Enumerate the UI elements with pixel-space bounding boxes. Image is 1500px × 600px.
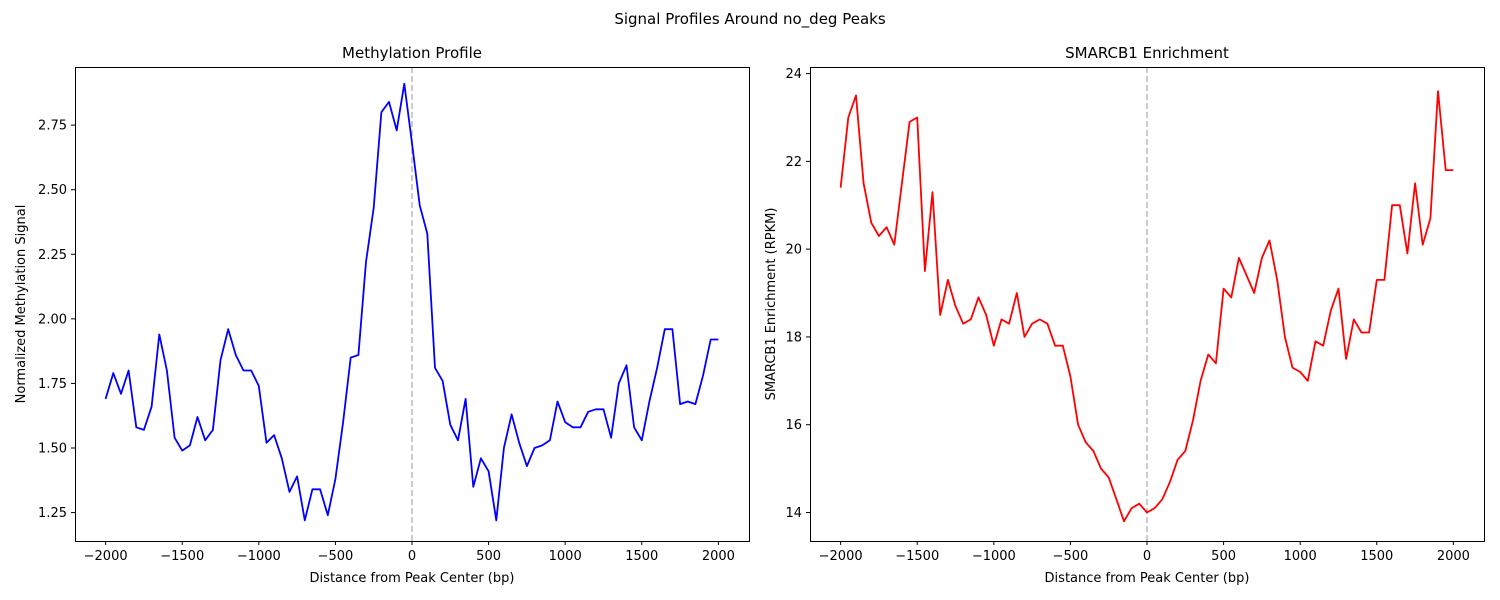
- smarcb1-series-line: [839, 90, 1454, 523]
- methylation-plot: [104, 67, 719, 541]
- methylation-axes-frame: [75, 67, 750, 542]
- smarcb1-ytick-label: 16: [785, 418, 802, 433]
- smarcb1-xtick-label: 1500: [1360, 549, 1393, 564]
- methylation-ytick-label: 2.75: [38, 119, 67, 134]
- smarcb1-xtick-label: −1000: [972, 549, 1016, 564]
- smarcb1-ticks: −2000 −1500 −1000 −500 0 500 1000 1500 2000 14 16 1…: [785, 67, 1469, 564]
- smarcb1-xtick-label: −2000: [819, 549, 863, 564]
- smarcb1-plot: [839, 67, 1454, 541]
- methylation-ylabel: Normalized Methylation Signal: [14, 205, 29, 404]
- methylation-ytick-label: 2.25: [38, 248, 67, 263]
- methylation-ytick-label: 1.50: [38, 442, 67, 457]
- methylation-xtick-label: 2000: [702, 549, 735, 564]
- smarcb1-panel: SMARCB1 Enrichment Distance from Peak Ce…: [764, 44, 1485, 586]
- methylation-ytick-label: 2.50: [38, 183, 67, 198]
- figure-suptitle: Signal Profiles Around no_deg Peaks: [614, 10, 885, 29]
- methylation-xtick-label: −2000: [84, 549, 128, 564]
- methylation-ytick-label: 2.00: [38, 312, 67, 327]
- methylation-ticks: −2000 −1500 −1000 −500 0 500 1000 1500 2000 1.25 1…: [38, 119, 735, 564]
- methylation-ytick-label: 1.25: [38, 506, 67, 521]
- smarcb1-ytick-label: 22: [785, 155, 802, 170]
- methylation-xtick-label: 1000: [549, 549, 582, 564]
- smarcb1-xtick-label: −1500: [895, 549, 939, 564]
- smarcb1-xtick-label: 1000: [1284, 549, 1317, 564]
- smarcb1-xtick-label: 500: [1211, 549, 1236, 564]
- methylation-xtick-label: 1500: [625, 549, 658, 564]
- smarcb1-ytick-label: 14: [785, 506, 802, 521]
- methylation-xtick-label: 0: [408, 549, 416, 564]
- smarcb1-ytick-label: 20: [785, 243, 802, 258]
- methylation-xtick-label: −500: [318, 549, 354, 564]
- methylation-xtick-label: 500: [476, 549, 501, 564]
- smarcb1-axes-frame: [810, 67, 1485, 542]
- smarcb1-xtick-label: 2000: [1437, 549, 1470, 564]
- methylation-xtick-label: −1000: [237, 549, 281, 564]
- smarcb1-ylabel: SMARCB1 Enrichment (RPKM): [764, 208, 779, 401]
- methylation-title: Methylation Profile: [342, 44, 482, 62]
- smarcb1-xlabel: Distance from Peak Center (bp): [1045, 571, 1250, 586]
- methylation-panel: Methylation Profile Distance from Peak C…: [14, 44, 750, 586]
- smarcb1-title: SMARCB1 Enrichment: [1065, 44, 1229, 62]
- methylation-xtick-label: −1500: [160, 549, 204, 564]
- smarcb1-xtick-label: −500: [1053, 549, 1089, 564]
- smarcb1-ytick-label: 24: [785, 67, 802, 82]
- methylation-xlabel: Distance from Peak Center (bp): [310, 571, 515, 586]
- methylation-ytick-label: 1.75: [38, 377, 67, 392]
- methylation-series-line: [104, 82, 719, 522]
- smarcb1-ytick-label: 18: [785, 330, 802, 345]
- smarcb1-xtick-label: 0: [1143, 549, 1151, 564]
